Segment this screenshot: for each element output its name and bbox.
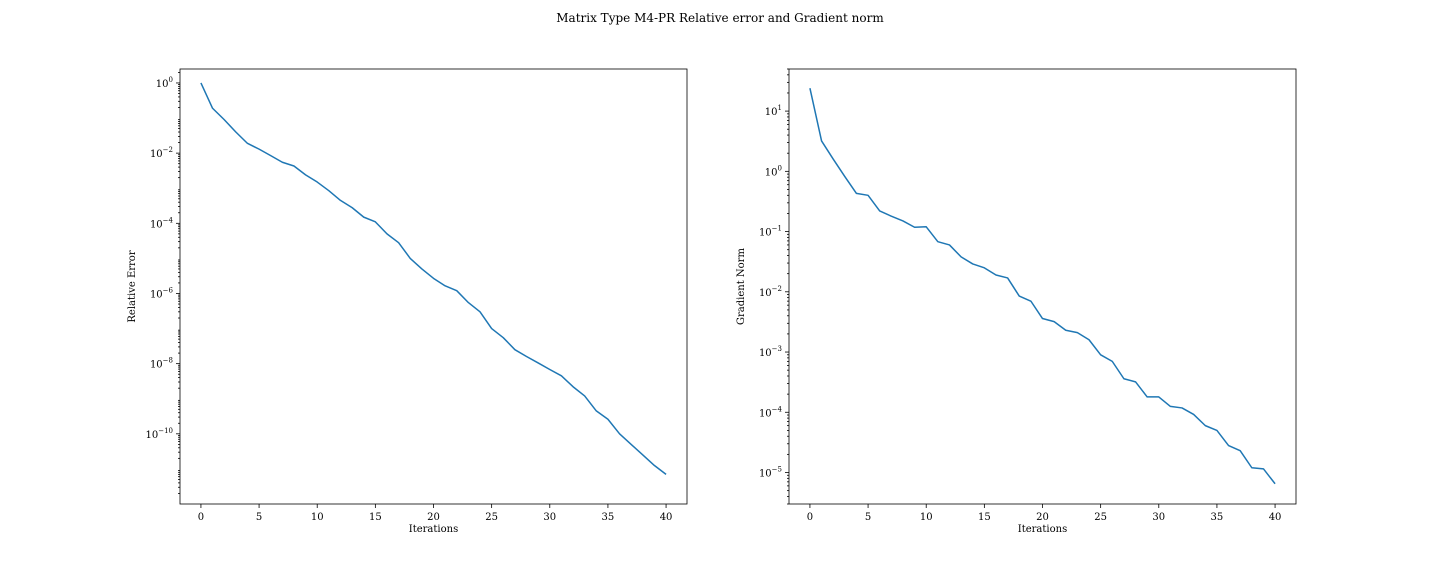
gradient-norm-y-tick-label: 101 xyxy=(765,104,782,118)
relative-error-y-axis-label: Relative Error xyxy=(127,250,138,322)
gradient-norm-x-tick-label: 10 xyxy=(920,512,933,523)
relative-error-x-tick-label: 20 xyxy=(427,512,440,523)
gradient-norm-x-tick-label: 20 xyxy=(1036,512,1049,523)
gradient-norm-x-tick-label: 30 xyxy=(1152,512,1165,523)
gradient-norm-series-line xyxy=(809,88,1276,485)
relative-error-y-tick-label: 10−4 xyxy=(150,216,174,230)
gradient-norm-x-tick-label: 5 xyxy=(865,512,871,523)
gradient-norm-x-tick-label: 35 xyxy=(1211,512,1224,523)
gradient-norm-x-axis-label: Iterations xyxy=(1018,524,1067,535)
gradient-norm-y-tick-label: 10−1 xyxy=(759,225,782,239)
relative-error-x-tick-label: 0 xyxy=(198,512,204,523)
gradient-norm-y-tick-label: 10−4 xyxy=(759,405,783,419)
gradient-norm-y-tick-label: 10−2 xyxy=(759,285,782,299)
relative-error-x-tick-label: 25 xyxy=(485,512,498,523)
relative-error-x-tick-label: 10 xyxy=(311,512,324,523)
gradient-norm-x-tick-label: 25 xyxy=(1094,512,1107,523)
relative-error-y-tick-label: 100 xyxy=(156,76,173,90)
gradient-norm-chart: 0 5 10 15 20 25 30 35 40 101 100 10−1 10−2 10−3 10−4 10… xyxy=(736,68,1297,535)
relative-error-y-tick-label: 10−2 xyxy=(150,146,173,160)
relative-error-y-tick-label: 10−8 xyxy=(150,357,173,371)
relative-error-y-tick-label: 10−6 xyxy=(150,286,174,300)
gradient-norm-y-axis-label: Gradient Norm xyxy=(736,248,747,325)
relative-error-chart: 0 5 10 15 20 25 30 35 40 100 10−2 10−4 10−6 10−8 10−10… xyxy=(127,68,688,535)
gradient-norm-x-tick-label: 40 xyxy=(1269,512,1282,523)
relative-error-x-tick-label: 15 xyxy=(369,512,382,523)
figure-title: Matrix Type M4-PR Relative error and Gra… xyxy=(556,11,884,25)
gradient-norm-y-tick-label: 10−5 xyxy=(759,466,782,480)
gradient-norm-x-tick-label: 15 xyxy=(978,512,991,523)
relative-error-x-axis-label: Iterations xyxy=(409,524,458,535)
relative-error-x-tick-label: 30 xyxy=(543,512,556,523)
relative-error-y-tick-label: 10−10 xyxy=(145,427,173,441)
relative-error-x-tick-label: 5 xyxy=(256,512,262,523)
gradient-norm-y-tick-label: 10−3 xyxy=(759,345,782,359)
relative-error-x-tick-label: 40 xyxy=(660,512,673,523)
gradient-norm-x-tick-label: 0 xyxy=(807,512,813,523)
relative-error-x-tick-label: 35 xyxy=(602,512,615,523)
gradient-norm-y-tick-label: 100 xyxy=(765,164,782,178)
relative-error-series-line xyxy=(200,82,667,475)
